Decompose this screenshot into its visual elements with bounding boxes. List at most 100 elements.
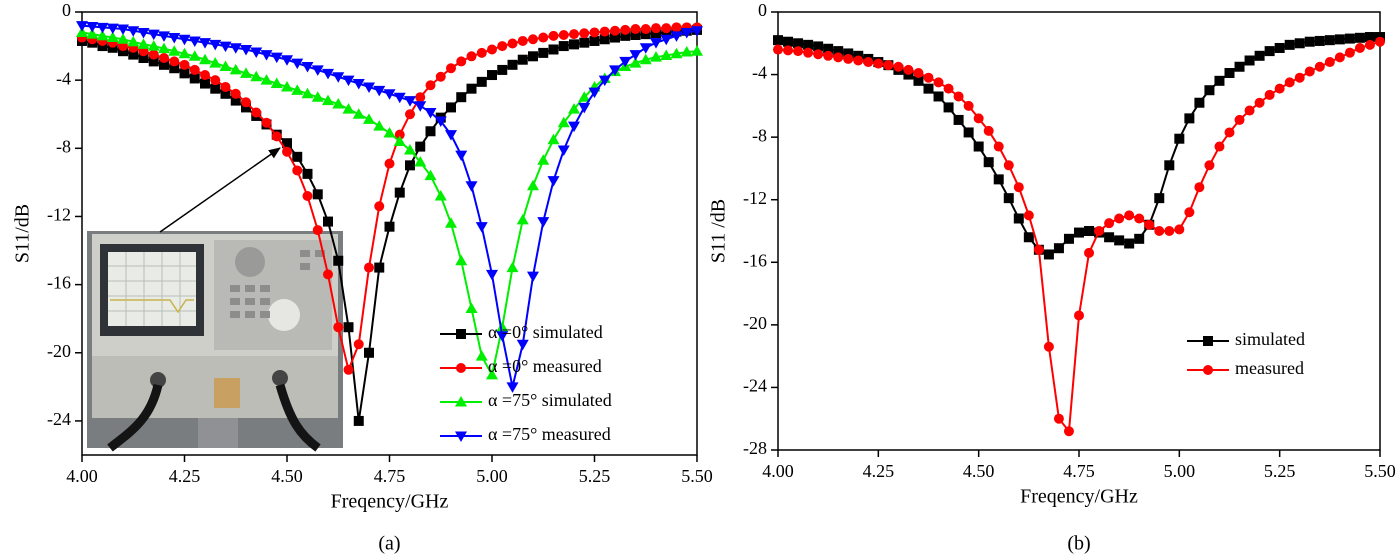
data-point xyxy=(691,45,703,56)
data-point xyxy=(96,29,109,41)
data-point xyxy=(1284,39,1295,50)
data-point xyxy=(414,101,427,112)
data-point xyxy=(1104,232,1115,243)
data-point xyxy=(1164,160,1175,171)
x-tick-label: 5.00 xyxy=(476,466,508,486)
legend-marker xyxy=(1203,336,1213,346)
data-point xyxy=(1063,233,1074,244)
y-tick-label: -8 xyxy=(56,136,71,156)
data-point xyxy=(1214,75,1225,86)
data-point xyxy=(557,145,570,157)
y-tick-label: -12 xyxy=(47,205,71,225)
data-point xyxy=(1375,36,1385,47)
legend-label: α =0° measured xyxy=(488,356,602,376)
data-point xyxy=(599,26,610,37)
data-point xyxy=(342,103,355,114)
data-point xyxy=(619,56,632,68)
data-point xyxy=(311,65,324,76)
data-point xyxy=(456,56,467,67)
data-point xyxy=(670,31,683,42)
data-point xyxy=(1114,235,1125,246)
data-point xyxy=(568,121,580,133)
data-point xyxy=(528,34,538,45)
data-point xyxy=(527,271,539,283)
data-point xyxy=(793,38,804,49)
data-point xyxy=(547,133,560,145)
y-tick-label: -16 xyxy=(47,273,71,293)
data-point xyxy=(1094,226,1105,236)
data-point xyxy=(117,33,129,44)
legend-label: α =75° measured xyxy=(488,424,611,444)
data-point xyxy=(537,154,550,165)
data-point xyxy=(383,89,396,100)
data-point xyxy=(159,53,169,64)
data-point xyxy=(487,70,497,81)
data-point xyxy=(261,117,272,128)
data-point xyxy=(691,26,703,37)
data-point xyxy=(569,39,579,50)
data-point xyxy=(230,95,241,106)
panel-caption: (a) xyxy=(378,533,400,555)
data-point xyxy=(680,27,693,39)
y-tick-label: -16 xyxy=(743,250,767,270)
data-point xyxy=(1074,310,1084,321)
y-tick-label: -24 xyxy=(743,376,767,396)
data-point xyxy=(1354,42,1365,53)
data-point xyxy=(538,47,549,58)
data-point xyxy=(97,41,108,52)
data-point xyxy=(374,201,385,212)
legend-marker xyxy=(456,329,466,339)
data-point xyxy=(1264,89,1275,100)
data-point xyxy=(883,60,894,71)
data-point xyxy=(352,108,365,119)
data-point xyxy=(302,191,313,202)
y-tick-label: -4 xyxy=(752,63,767,83)
data-point xyxy=(913,75,924,86)
data-point xyxy=(1254,97,1265,108)
data-point xyxy=(1284,77,1295,88)
data-point xyxy=(629,57,642,68)
data-point xyxy=(557,116,570,128)
data-point xyxy=(650,38,662,49)
data-point xyxy=(465,302,478,313)
data-point xyxy=(374,262,385,273)
x-tick-label: 5.00 xyxy=(1164,461,1196,481)
data-point xyxy=(1364,39,1375,50)
data-point xyxy=(517,35,528,46)
x-tick-label: 4.00 xyxy=(762,461,794,481)
data-point xyxy=(1294,38,1305,49)
x-tick-label: 4.25 xyxy=(169,466,201,486)
data-point xyxy=(148,56,159,67)
data-point xyxy=(661,23,672,34)
data-point xyxy=(1074,227,1084,238)
y-tick-label: 0 xyxy=(758,0,767,20)
data-point xyxy=(240,67,252,78)
x-tick-label: 5.50 xyxy=(681,466,713,486)
y-tick-label: -12 xyxy=(743,188,767,208)
data-point xyxy=(1174,224,1185,235)
data-point xyxy=(903,64,914,75)
data-point xyxy=(589,35,600,46)
data-point xyxy=(1294,72,1305,83)
data-point xyxy=(863,57,874,68)
data-point xyxy=(168,33,181,44)
data-point xyxy=(558,30,569,41)
data-point xyxy=(933,77,944,88)
data-point xyxy=(486,269,498,281)
data-point xyxy=(425,80,436,91)
data-point xyxy=(833,52,844,63)
data-point xyxy=(639,43,652,54)
data-point xyxy=(291,84,304,95)
data-point xyxy=(1154,226,1165,236)
data-point xyxy=(578,91,591,102)
data-point xyxy=(373,85,386,97)
data-point xyxy=(1244,55,1255,66)
data-point xyxy=(137,27,150,39)
data-point xyxy=(588,87,601,99)
data-point xyxy=(425,126,436,137)
data-point xyxy=(773,35,783,46)
data-point xyxy=(179,68,190,79)
data-point xyxy=(1194,97,1205,108)
data-point xyxy=(506,261,519,273)
data-point xyxy=(843,53,854,64)
